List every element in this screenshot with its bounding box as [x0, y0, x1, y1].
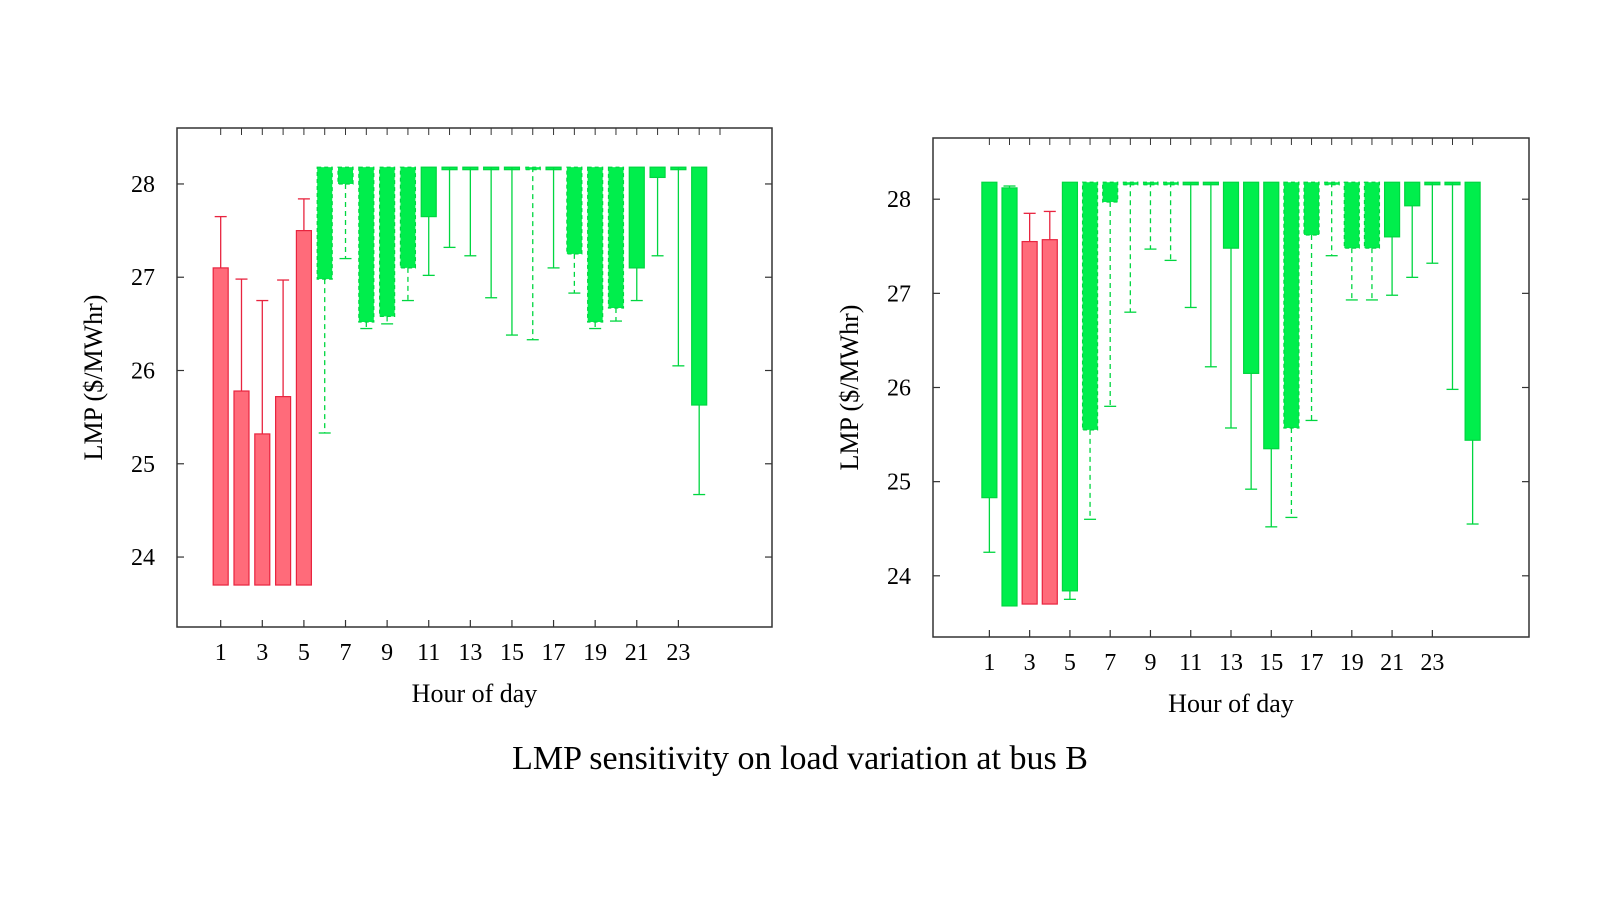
x-tick-label: 19	[583, 640, 607, 666]
bar-hour-14	[1243, 181, 1260, 374]
x-tick-label: 5	[1064, 650, 1076, 676]
x-tick-label: 11	[417, 640, 440, 666]
y-axis-title: LMP ($/MWhr)	[79, 295, 108, 461]
x-tick-label: 7	[340, 640, 352, 666]
bar-hour-2	[233, 390, 250, 586]
y-axis-title: LMP ($/MWhr)	[835, 305, 864, 471]
bar-hour-25	[1464, 181, 1481, 441]
x-axis-title: Hour of day	[412, 679, 538, 708]
bar-hour-2	[1001, 187, 1018, 607]
bar-hour-11	[420, 166, 437, 218]
x-tick-label: 17	[542, 640, 566, 666]
x-tick-label: 21	[625, 640, 649, 666]
bar-hour-1	[212, 267, 229, 586]
x-tick-label: 15	[1259, 650, 1283, 676]
x-tick-label: 15	[500, 640, 524, 666]
x-tick-label: 1	[983, 650, 995, 676]
bar-hour-9	[379, 166, 396, 318]
x-tick-label: 23	[666, 640, 690, 666]
x-axis-title: Hour of day	[1168, 689, 1294, 718]
y-tick-label: 27	[887, 281, 911, 307]
x-tick-label: 13	[458, 640, 482, 666]
bar-hour-1	[981, 181, 998, 499]
bar-hour-17	[1303, 181, 1320, 236]
bar-hour-19	[587, 166, 604, 323]
y-tick-label: 28	[887, 187, 911, 213]
plot-frame	[176, 127, 773, 628]
bar-hour-6	[316, 166, 333, 280]
bar-hour-22	[1404, 181, 1421, 207]
bar-hour-7	[1102, 181, 1119, 203]
y-tick-label: 26	[887, 376, 911, 402]
x-tick-label: 11	[1179, 650, 1202, 676]
figure-caption: LMP sensitivity on load variation at bus…	[512, 740, 1088, 777]
bar-hour-20	[1363, 181, 1381, 249]
bar-hour-6	[1081, 181, 1099, 431]
bar-hour-16	[1283, 181, 1300, 429]
bar-hour-5	[1061, 181, 1079, 592]
bar-hour-4	[275, 396, 292, 586]
y-tick-label: 24	[887, 564, 911, 590]
x-tick-label: 3	[1024, 650, 1036, 676]
x-tick-label: 5	[298, 640, 310, 666]
y-tick-label: 24	[131, 545, 155, 571]
bar-hour-10	[399, 166, 417, 269]
x-tick-label: 9	[1144, 650, 1156, 676]
bar-hour-4	[1041, 239, 1058, 605]
bar-hour-3	[254, 433, 271, 586]
x-tick-label: 17	[1300, 650, 1324, 676]
bar-hour-3	[1021, 240, 1038, 605]
bar-hour-15	[1263, 181, 1280, 450]
y-tick-label: 25	[131, 452, 155, 478]
bar-hour-7	[337, 166, 354, 185]
y-tick-label: 28	[131, 172, 155, 198]
x-tick-label: 13	[1219, 650, 1243, 676]
bar-hour-19	[1343, 181, 1360, 249]
x-tick-label: 9	[381, 640, 393, 666]
bar-hour-21	[628, 166, 645, 269]
bar-hour-13	[1222, 181, 1240, 249]
bar-hour-8	[358, 166, 375, 323]
x-tick-label: 23	[1420, 650, 1444, 676]
y-tick-label: 26	[131, 359, 155, 385]
bar-hour-20	[607, 166, 625, 309]
bar-hour-5	[295, 229, 313, 586]
bar-hour-21	[1383, 181, 1401, 238]
x-tick-label: 7	[1104, 650, 1116, 676]
x-tick-label: 21	[1380, 650, 1404, 676]
bar-hour-18	[566, 166, 583, 255]
y-tick-label: 25	[887, 470, 911, 496]
bar-hour-24	[691, 166, 708, 406]
x-tick-label: 3	[256, 640, 268, 666]
bar-hour-22	[649, 166, 666, 179]
x-tick-label: 1	[215, 640, 227, 666]
x-tick-label: 19	[1340, 650, 1364, 676]
y-tick-label: 27	[131, 265, 155, 291]
